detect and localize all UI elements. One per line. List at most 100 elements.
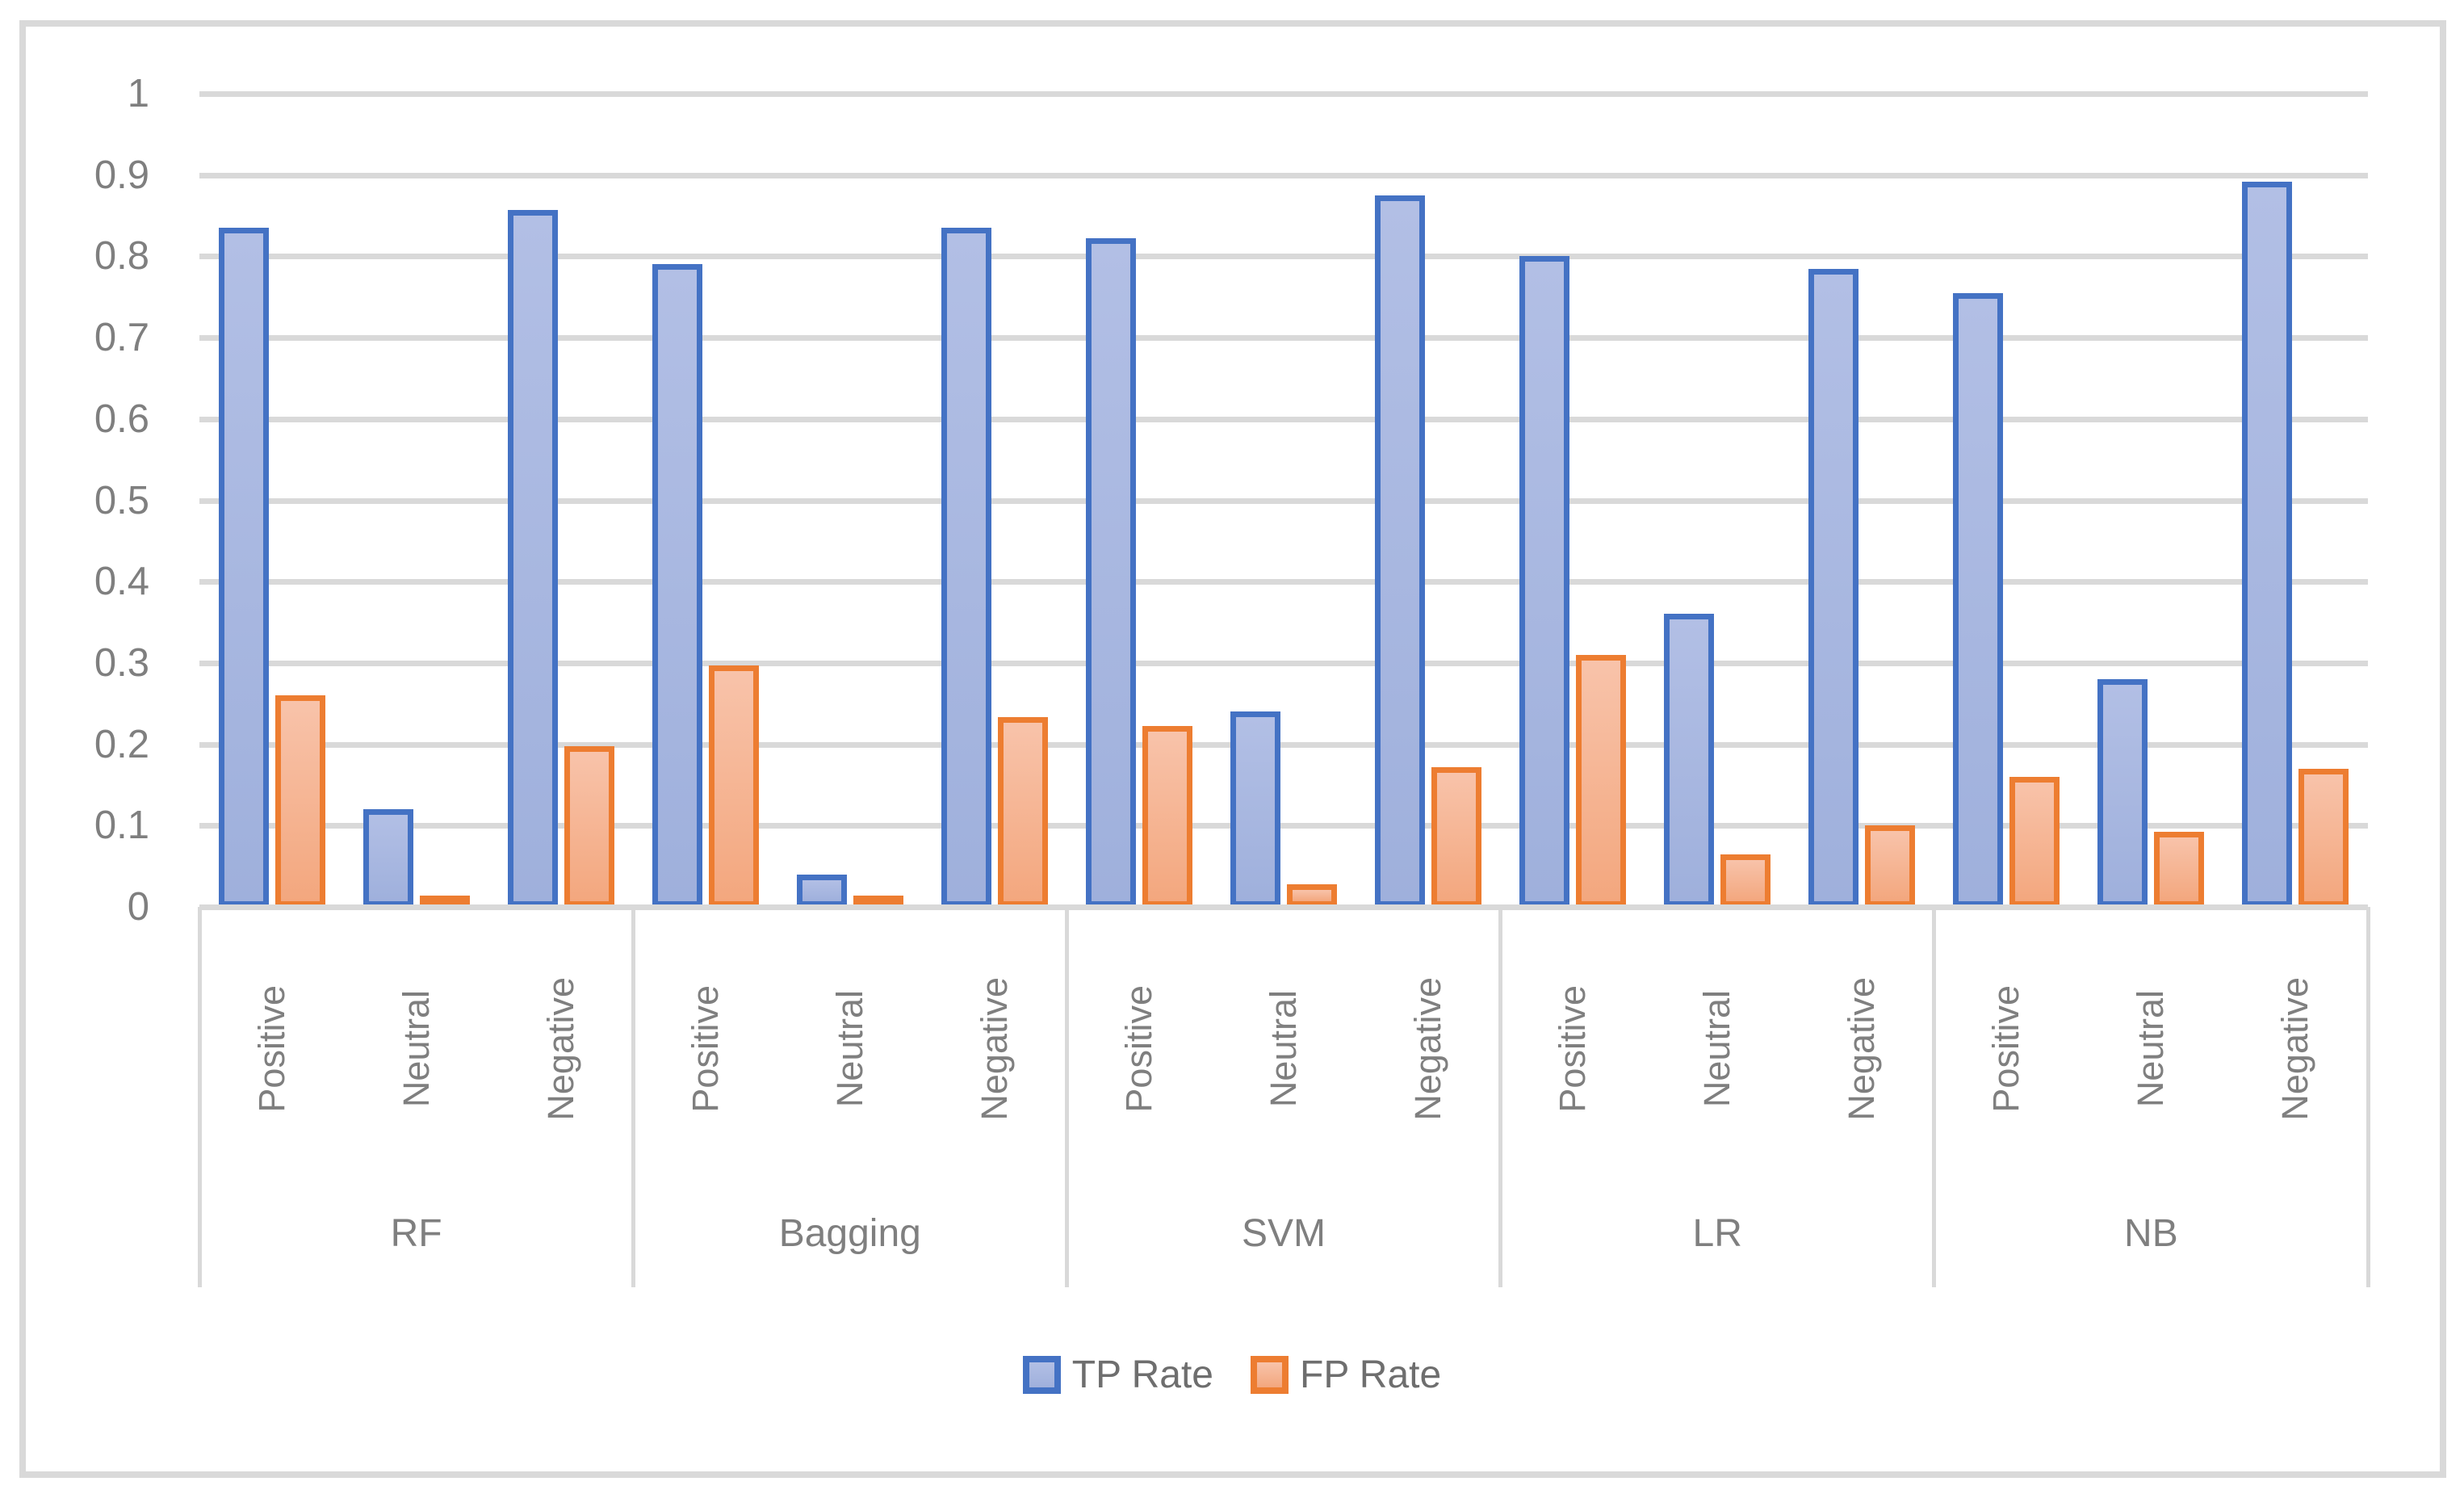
bar-tp-nb-neutral bbox=[2097, 679, 2148, 907]
y-tick-label: 0.9 bbox=[94, 153, 149, 197]
y-tick-label: 0.3 bbox=[94, 640, 149, 685]
gridline bbox=[199, 497, 2368, 504]
bar-tp-nb-positive bbox=[1953, 293, 2004, 907]
bar-tp-nb-negative bbox=[2242, 182, 2293, 907]
gridline bbox=[199, 254, 2368, 260]
legend-entry-tp-rate: TP Rate bbox=[1022, 1353, 1213, 1397]
bar-slot-rf-positive bbox=[199, 94, 344, 907]
category-label: Negative bbox=[1407, 977, 1449, 1121]
bar-slot-rf-neutral bbox=[344, 94, 488, 907]
bar-slot-lr-negative bbox=[1790, 94, 1934, 907]
category-label-cell: Negative bbox=[488, 917, 633, 1181]
bar-fp-svm-negative bbox=[1431, 767, 1482, 907]
category-label-cell: Neutral bbox=[777, 917, 922, 1181]
gridline bbox=[199, 741, 2368, 748]
legend-entry-fp-rate: FP Rate bbox=[1251, 1353, 1441, 1397]
bar-slot-lr-positive bbox=[1501, 94, 1645, 907]
bar-fp-nb-neutral bbox=[2154, 832, 2205, 907]
bar-fp-lr-negative bbox=[1865, 825, 1916, 907]
gridline bbox=[199, 660, 2368, 666]
category-label: Positive bbox=[1117, 985, 1159, 1113]
bar-fp-bagging-negative bbox=[997, 717, 1048, 907]
group-divider bbox=[1932, 907, 1937, 1287]
category-label-cell: Positive bbox=[633, 917, 777, 1181]
group-divider bbox=[631, 907, 635, 1287]
y-tick-label: 0.5 bbox=[94, 478, 149, 522]
bar-tp-svm-negative bbox=[1375, 195, 1426, 907]
legend: TP Rate FP Rate bbox=[0, 1350, 2464, 1399]
bar-fp-lr-neutral bbox=[1720, 854, 1771, 907]
bar-slot-lr-neutral bbox=[1645, 94, 1790, 907]
bar-tp-bagging-negative bbox=[941, 228, 991, 907]
category-label: Neutral bbox=[1696, 990, 1738, 1108]
category-label: Negative bbox=[2274, 977, 2316, 1121]
bar-tp-lr-neutral bbox=[1664, 614, 1715, 907]
gridline bbox=[199, 335, 2368, 342]
bar-tp-rf-negative bbox=[507, 210, 558, 907]
bar-slot-bagging-positive bbox=[633, 94, 777, 907]
legend-label-tp-rate: TP Rate bbox=[1071, 1353, 1213, 1396]
bar-fp-rf-neutral bbox=[419, 896, 470, 907]
bar-tp-lr-negative bbox=[1808, 269, 1859, 907]
category-label-cell: Neutral bbox=[1211, 917, 1356, 1181]
category-label-cell: Neutral bbox=[2079, 917, 2223, 1181]
gridline bbox=[199, 823, 2368, 829]
category-label: Neutral bbox=[828, 990, 870, 1108]
bar-tp-bagging-neutral bbox=[796, 875, 847, 907]
legend-swatch-fp-rate bbox=[1251, 1355, 1289, 1394]
category-label-cell: Positive bbox=[1066, 917, 1211, 1181]
bar-slot-bagging-neutral bbox=[777, 94, 922, 907]
bar-fp-bagging-neutral bbox=[853, 896, 903, 907]
bar-tp-bagging-positive bbox=[652, 264, 702, 907]
bar-slot-nb-positive bbox=[1934, 94, 2079, 907]
group-divider bbox=[2366, 907, 2370, 1287]
bar-slot-svm-negative bbox=[1356, 94, 1501, 907]
group-divider bbox=[1064, 907, 1069, 1287]
gridline bbox=[199, 172, 2368, 178]
y-tick-label: 0.8 bbox=[94, 234, 149, 279]
bar-tp-rf-neutral bbox=[362, 809, 413, 907]
legend-swatch-tp-rate bbox=[1022, 1355, 1061, 1394]
category-label: Negative bbox=[539, 977, 581, 1121]
category-label: Positive bbox=[684, 985, 726, 1113]
bar-fp-svm-neutral bbox=[1286, 884, 1337, 907]
bar-fp-lr-positive bbox=[1576, 655, 1627, 907]
category-label-cell: Negative bbox=[922, 917, 1066, 1181]
group-label-lr: LR bbox=[1692, 1211, 1742, 1255]
y-tick-label: 0.1 bbox=[94, 804, 149, 848]
gridline bbox=[199, 91, 2368, 97]
bar-fp-rf-negative bbox=[564, 746, 614, 907]
bar-fp-nb-negative bbox=[2298, 769, 2349, 907]
group-label-rf: RF bbox=[390, 1211, 442, 1255]
group-label-bagging: Bagging bbox=[778, 1211, 921, 1255]
category-label: Positive bbox=[1552, 985, 1594, 1113]
bar-slot-nb-negative bbox=[2223, 94, 2368, 907]
category-label: Negative bbox=[1841, 977, 1883, 1121]
category-label: Positive bbox=[1985, 985, 2027, 1113]
category-label-cell: Positive bbox=[1934, 917, 2079, 1181]
bar-slot-nb-neutral bbox=[2079, 94, 2223, 907]
group-divider bbox=[197, 907, 202, 1287]
bar-fp-rf-positive bbox=[274, 695, 325, 907]
group-divider bbox=[1498, 907, 1503, 1287]
category-label: Positive bbox=[250, 985, 292, 1113]
category-label-cell: Positive bbox=[199, 917, 344, 1181]
category-label: Negative bbox=[973, 977, 1015, 1121]
bar-slot-rf-negative bbox=[488, 94, 633, 907]
y-tick-label: 0.6 bbox=[94, 397, 149, 441]
bar-fp-nb-positive bbox=[2009, 777, 2060, 907]
y-tick-label: 0.4 bbox=[94, 560, 149, 604]
group-label-nb: NB bbox=[2124, 1211, 2178, 1255]
category-label-cell: Positive bbox=[1501, 917, 1645, 1181]
category-label-cell: Negative bbox=[1356, 917, 1501, 1181]
bar-fp-svm-positive bbox=[1142, 726, 1192, 907]
category-label-cell: Neutral bbox=[1645, 917, 1790, 1181]
bar-tp-lr-positive bbox=[1519, 256, 1570, 907]
bar-tp-svm-neutral bbox=[1230, 711, 1280, 907]
bar-slot-svm-neutral bbox=[1211, 94, 1356, 907]
category-label: Neutral bbox=[2130, 990, 2172, 1108]
y-tick-label: 0 bbox=[127, 885, 149, 929]
bar-fp-bagging-positive bbox=[708, 665, 759, 907]
category-label-cell: Negative bbox=[1790, 917, 1934, 1181]
